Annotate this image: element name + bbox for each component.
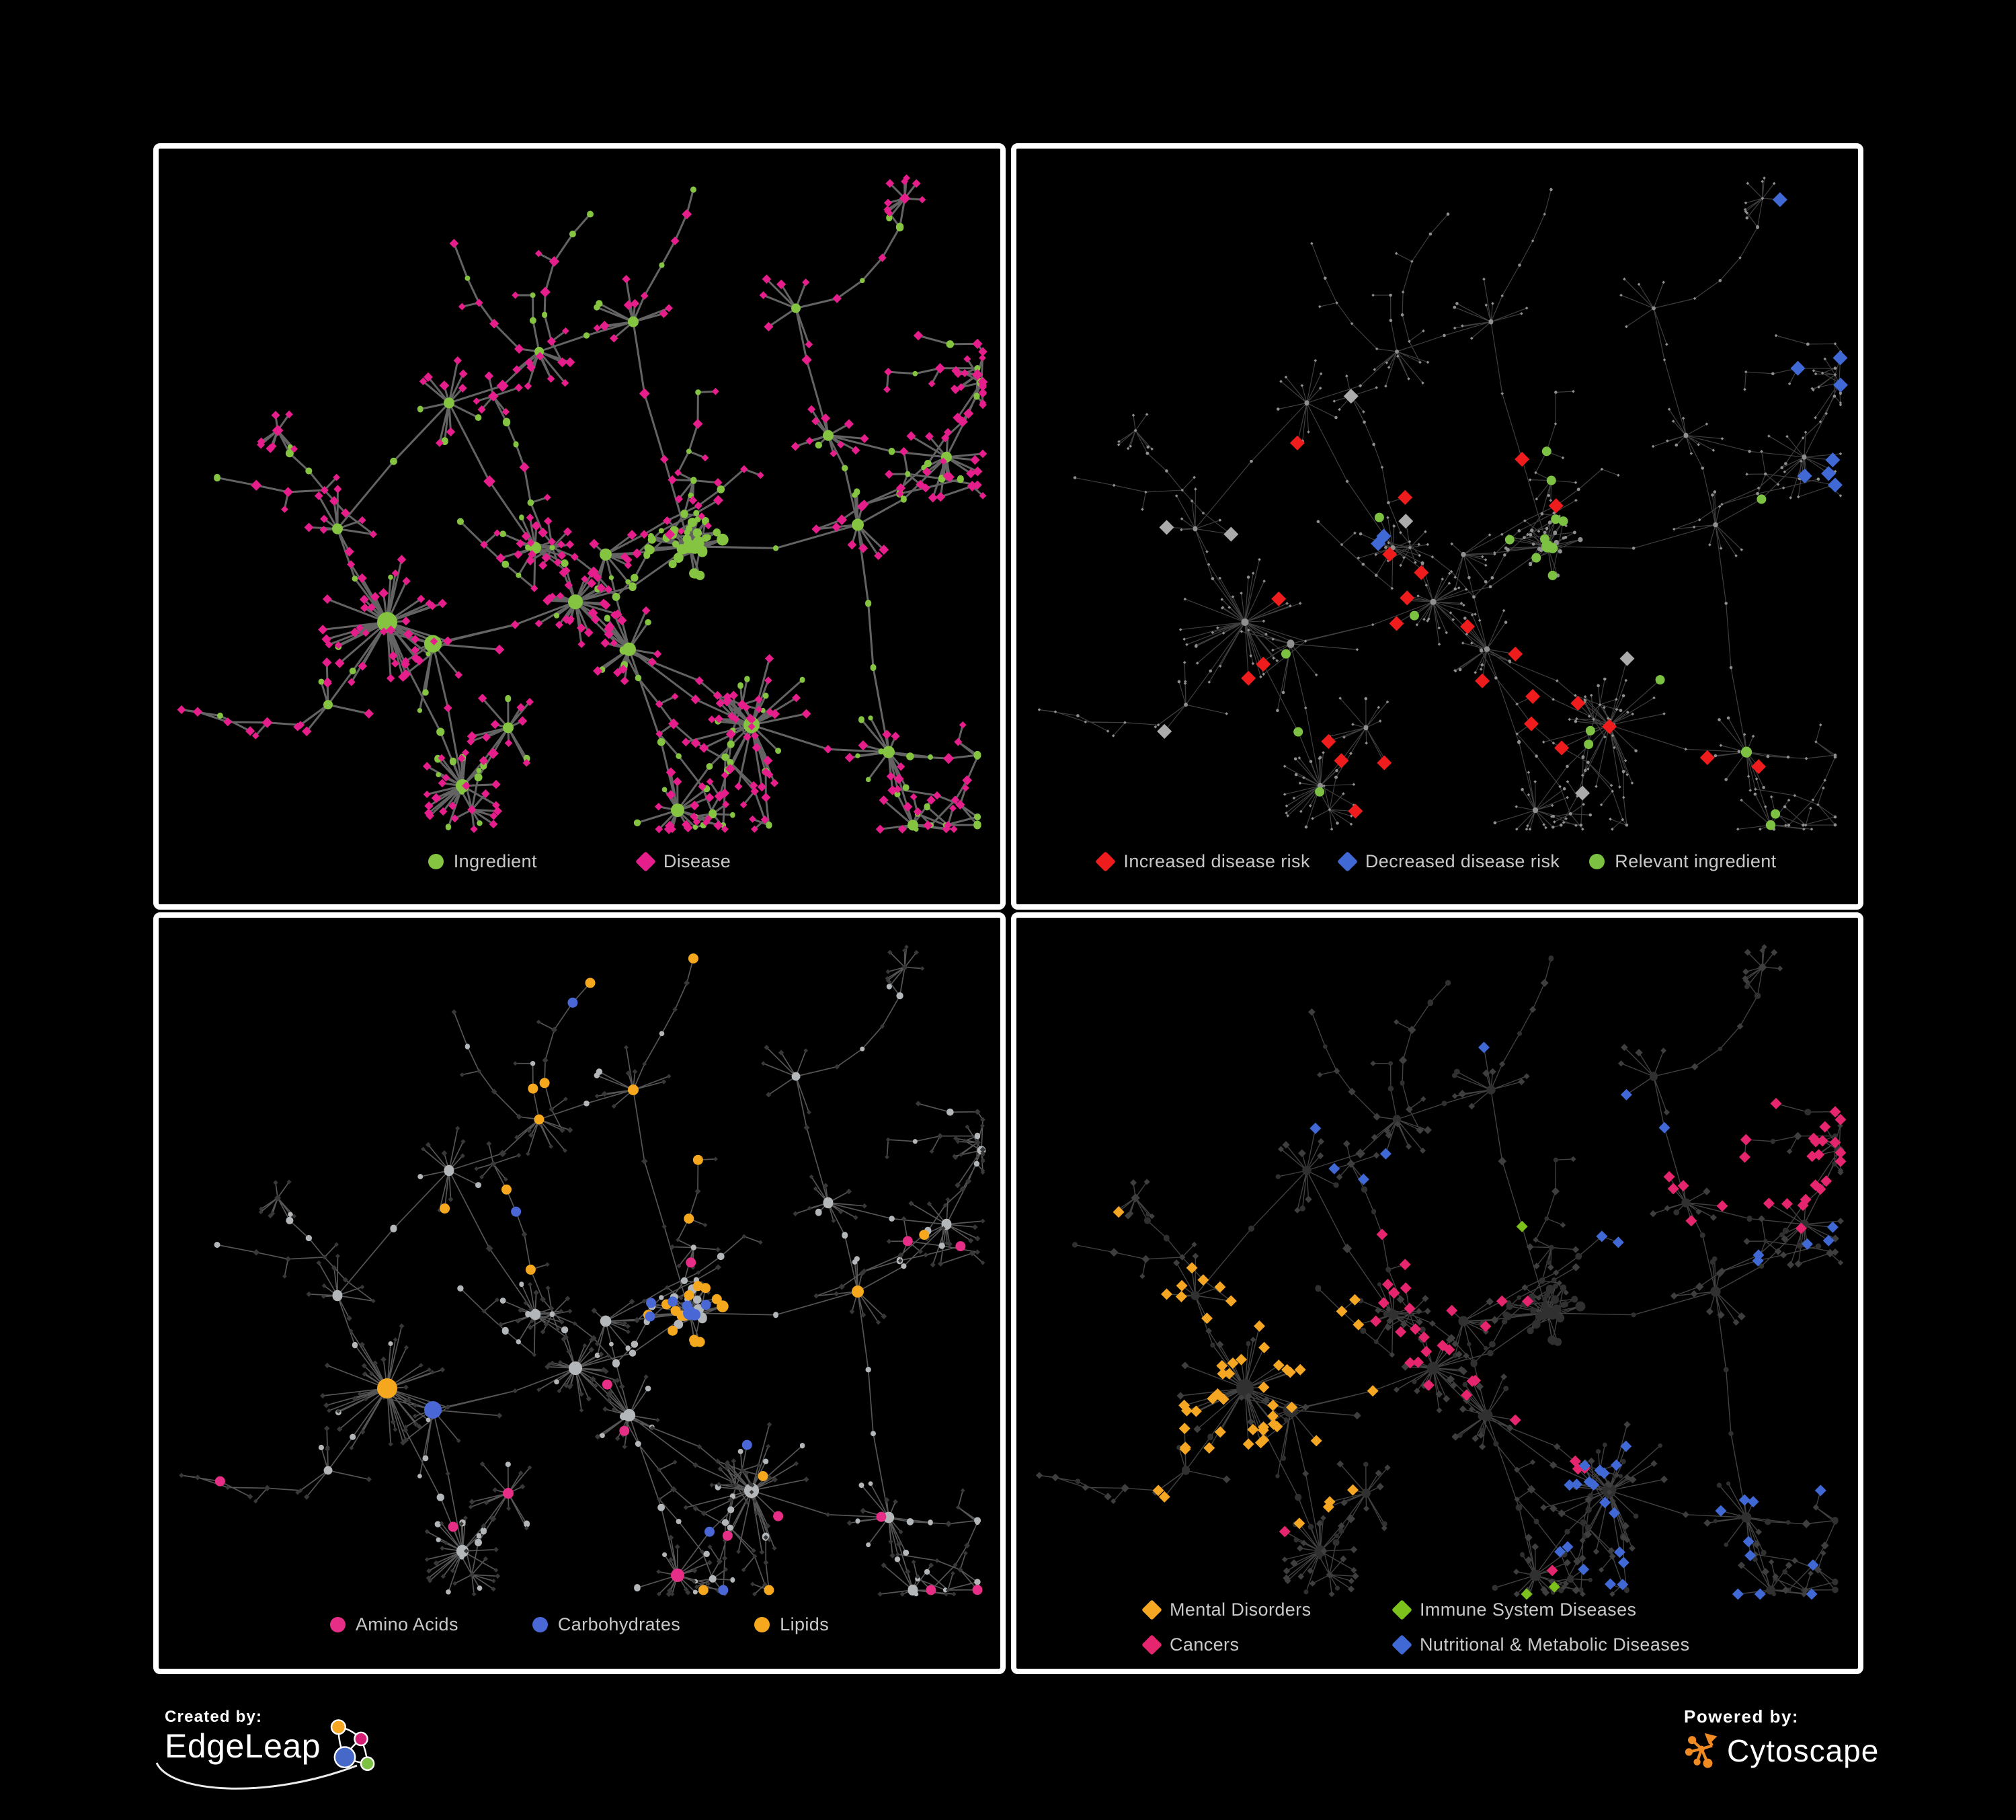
graph-nodes — [1241, 435, 1767, 819]
carbohydrates-swatch — [532, 1617, 548, 1632]
legend-label: Immune System Diseases — [1420, 1599, 1637, 1620]
created-by-label: Created by: — [165, 1708, 263, 1726]
network-graph-disease-risk — [1037, 176, 1848, 831]
increased-risk-swatch — [1095, 851, 1117, 872]
cancers-swatch — [1141, 1634, 1162, 1655]
graph-nodes — [1281, 446, 1781, 830]
edgeleap-logo: EdgeLeap — [155, 1719, 377, 1790]
legend-item: Disease — [635, 851, 731, 872]
legend-item: Amino Acids — [329, 1614, 458, 1635]
legend-item: Lipids — [754, 1614, 829, 1635]
network-graph-nutrient-classes — [179, 945, 986, 1597]
legend-label: Decreased disease risk — [1365, 851, 1560, 871]
legend-label: Ingredient — [453, 851, 537, 871]
graph-nodes — [177, 174, 988, 834]
relevant-ingredient-swatch — [1589, 854, 1605, 869]
legend-label: Lipids — [780, 1614, 830, 1634]
decreased-risk-swatch — [1336, 851, 1358, 872]
legend-item: Carbohydrates — [532, 1614, 680, 1635]
legend: Amino Acids Carbohydrates Lipids — [159, 1614, 1000, 1635]
immune-system-swatch — [1392, 1599, 1412, 1620]
disease-swatch — [635, 851, 656, 872]
created-by-block: Created by: EdgeLeap — [155, 1708, 377, 1790]
legend-item: Nutritional & Metabolic Diseases — [1392, 1634, 1690, 1655]
network-graph-ingredient-disease — [177, 174, 988, 834]
legend-item: Immune System Diseases — [1392, 1599, 1689, 1620]
legend-label: Disease — [663, 851, 731, 871]
graph-nodes — [1371, 192, 1848, 551]
legend-item: Increased disease risk — [1095, 851, 1310, 872]
ingredient-swatch — [428, 854, 444, 869]
legend-item: Ingredient — [428, 851, 537, 872]
legend-item: Mental Disorders — [1141, 1599, 1394, 1620]
powered-by-block: Powered by: Cytoscape — [1684, 1706, 1879, 1772]
legend-label: Carbohydrates — [557, 1614, 681, 1634]
legend-label: Cancers — [1170, 1634, 1240, 1655]
edgeleap-wordmark: EdgeLeap — [165, 1727, 321, 1765]
graph-nodes — [1035, 944, 1845, 1597]
panel-disease-classes: Mental Disorders Immune System Diseases … — [1011, 912, 1863, 1674]
panel-nutrient-classes: Amino Acids Carbohydrates Lipids — [153, 912, 1006, 1674]
legend-item: Cancers — [1141, 1634, 1394, 1655]
graph-nodes — [1072, 955, 1843, 1597]
mental-disorders-swatch — [1141, 1599, 1162, 1620]
nutritional-metabolic-swatch — [1392, 1634, 1412, 1655]
legend-label: Relevant ingredient — [1615, 851, 1777, 871]
cytoscape-logo-icon — [1685, 1733, 1718, 1768]
edgeleap-logo-icon — [330, 1719, 375, 1771]
cytoscape-wordmark: Cytoscape — [1727, 1733, 1880, 1768]
amino-acids-swatch — [329, 1617, 346, 1632]
legend-label: Nutritional & Metabolic Diseases — [1420, 1634, 1690, 1655]
legend-item: Relevant ingredient — [1589, 851, 1776, 872]
graph-nodes — [214, 186, 986, 832]
graph-nodes — [1073, 188, 1841, 831]
legend: Mental Disorders Immune System Diseases … — [1141, 1592, 1690, 1662]
network-graph-disease-classes — [1035, 944, 1847, 1600]
legend-label: Increased disease risk — [1123, 851, 1310, 871]
lipids-swatch — [754, 1617, 770, 1632]
legend-item: Decreased disease risk — [1336, 851, 1560, 872]
graph-nodes — [1279, 1097, 1847, 1577]
panel-disease-risk: Increased disease risk Decreased disease… — [1011, 143, 1863, 910]
powered-by-label: Powered by: — [1684, 1706, 1800, 1727]
legend-label: Mental Disorders — [1170, 1599, 1312, 1620]
legend: Increased disease risk Decreased disease… — [1016, 851, 1858, 872]
graph-nodes — [1157, 389, 1635, 801]
graph-nodes — [1113, 1206, 1379, 1530]
graph-nodes — [179, 945, 986, 1597]
legend-label: Amino Acids — [355, 1614, 458, 1634]
legend: Ingredient Disease — [159, 851, 1000, 872]
panel-ingredient-disease: Ingredient Disease — [153, 143, 1006, 910]
